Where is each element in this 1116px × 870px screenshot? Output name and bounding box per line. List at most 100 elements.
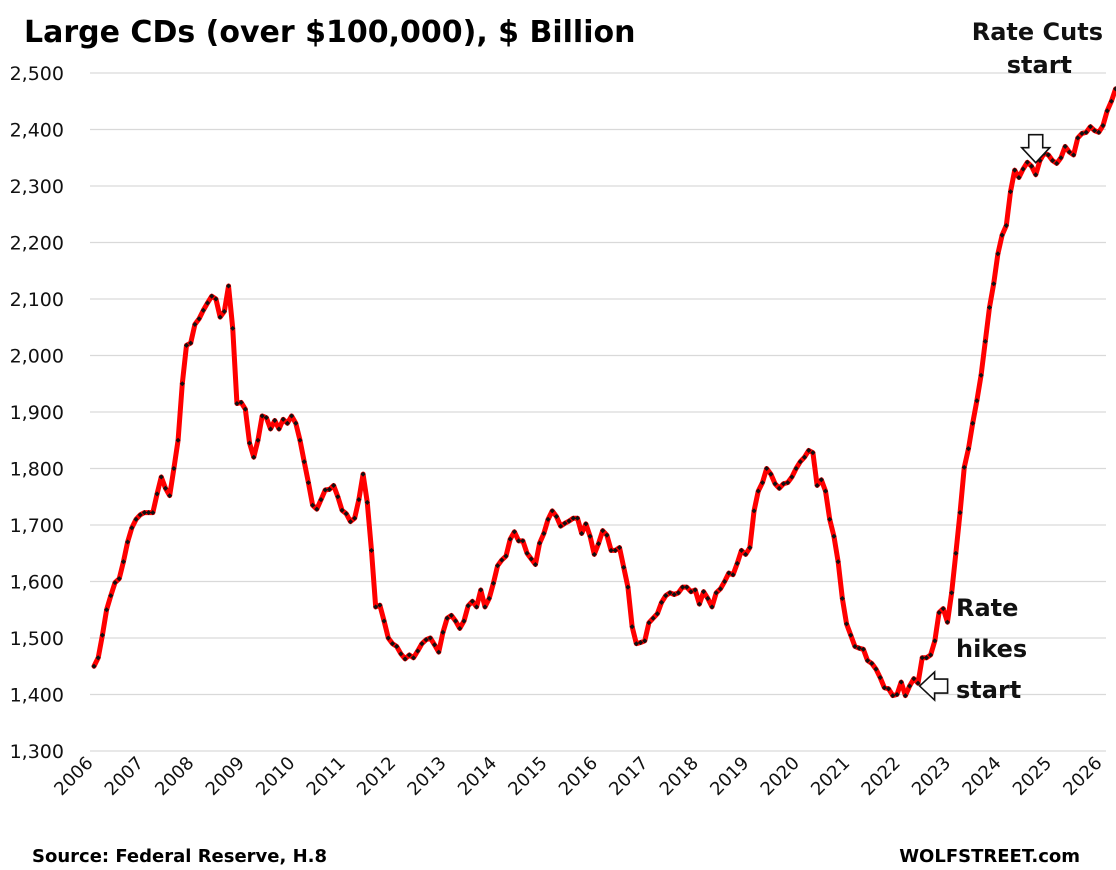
- data-point: [305, 480, 311, 486]
- data-point: [209, 293, 215, 299]
- data-point: [192, 321, 198, 327]
- data-point: [621, 564, 627, 570]
- data-point: [263, 415, 269, 421]
- data-point: [427, 635, 433, 641]
- data-point: [1033, 172, 1039, 178]
- data-point: [154, 491, 160, 497]
- data-point: [495, 563, 501, 569]
- data-point: [839, 595, 845, 601]
- data-point: [394, 643, 400, 650]
- data-point: [469, 598, 475, 604]
- data-point: [200, 307, 206, 313]
- data-point: [730, 572, 736, 578]
- y-tick-label: 2,000: [10, 346, 64, 368]
- data-point: [717, 586, 723, 592]
- y-tick-label: 1,600: [10, 572, 64, 594]
- annotation-rate-cuts: Rate Cuts start: [972, 18, 1103, 164]
- data-point: [326, 486, 332, 492]
- data-point: [894, 691, 900, 698]
- annotation-text: Rate Cuts: [972, 18, 1103, 46]
- data-point: [970, 420, 976, 426]
- data-point: [238, 399, 244, 405]
- x-tick-label: 2010: [252, 753, 299, 800]
- source-label: Source: Federal Reserve, H.8: [32, 846, 327, 867]
- data-point: [511, 529, 517, 535]
- data-point: [873, 666, 879, 672]
- data-point: [722, 578, 728, 585]
- x-axis-ticks: 2006 2007 2008 2009 2010 2011 2012 2013 2014 2015…: [50, 753, 1106, 800]
- data-point: [1087, 124, 1093, 130]
- data-point: [751, 508, 757, 514]
- data-point: [234, 400, 240, 407]
- data-point: [230, 325, 236, 331]
- data-point: [1062, 143, 1068, 149]
- y-tick-label: 2,300: [10, 176, 64, 198]
- data-point: [255, 437, 261, 443]
- data-point: [297, 437, 303, 443]
- data-point: [331, 482, 337, 488]
- data-point: [162, 485, 169, 491]
- data-point: [667, 590, 673, 596]
- data-point: [310, 502, 316, 508]
- data-point: [461, 618, 467, 624]
- data-point: [179, 381, 185, 387]
- data-point: [356, 497, 362, 503]
- data-point: [650, 615, 656, 621]
- y-tick-label: 1,700: [10, 515, 64, 537]
- y-tick-label: 2,200: [10, 233, 64, 255]
- data-point: [865, 658, 871, 664]
- x-tick-label: 2025: [1009, 753, 1056, 800]
- data-point: [322, 487, 328, 493]
- data-point: [755, 488, 761, 494]
- data-point: [957, 510, 963, 516]
- data-point: [831, 533, 837, 539]
- data-point: [150, 510, 156, 516]
- x-tick-label: 2013: [403, 753, 450, 800]
- data-point: [705, 595, 711, 601]
- x-tick-label: 2019: [706, 753, 753, 800]
- data-point: [928, 652, 934, 658]
- data-point: [247, 440, 253, 446]
- arrow-down-icon: [1019, 133, 1052, 164]
- data-point: [1054, 160, 1060, 166]
- data-point: [822, 488, 829, 494]
- data-point: [738, 547, 744, 553]
- x-tick-label: 2011: [303, 753, 350, 800]
- data-point: [856, 645, 862, 651]
- annotation-text: hikes: [956, 635, 1027, 663]
- data-point: [936, 610, 942, 616]
- data-point: [217, 314, 223, 320]
- data-point: [583, 521, 589, 527]
- data-point: [335, 494, 341, 500]
- data-point: [562, 520, 568, 526]
- data-point: [591, 551, 597, 557]
- data-point: [646, 620, 652, 626]
- data-point: [486, 595, 492, 601]
- data-point: [204, 300, 211, 306]
- data-point: [293, 420, 299, 426]
- series-large-cds: [91, 86, 1116, 699]
- data-point: [520, 538, 526, 544]
- chart-title: Large CDs (over $100,000), $ Billion: [24, 15, 635, 50]
- data-point: [604, 532, 610, 538]
- data-point: [793, 465, 799, 472]
- data-point: [1066, 149, 1072, 155]
- data-point: [797, 459, 803, 465]
- x-tick-label: 2023: [908, 753, 955, 800]
- data-point: [221, 308, 227, 314]
- data-point: [196, 316, 202, 322]
- annotation-text: Rate: [956, 594, 1018, 622]
- data-point: [289, 413, 295, 419]
- data-point: [268, 426, 274, 432]
- data-point: [860, 646, 866, 652]
- data-point: [579, 530, 585, 537]
- x-tick-label: 2022: [857, 753, 904, 800]
- data-point: [848, 632, 854, 638]
- data-point: [141, 510, 147, 516]
- data-point: [389, 641, 396, 647]
- x-tick-label: 2008: [151, 753, 198, 800]
- data-point: [768, 471, 774, 477]
- data-point: [869, 660, 875, 666]
- brand-label: WOLFSTREET.com: [899, 846, 1080, 867]
- data-point: [516, 538, 522, 544]
